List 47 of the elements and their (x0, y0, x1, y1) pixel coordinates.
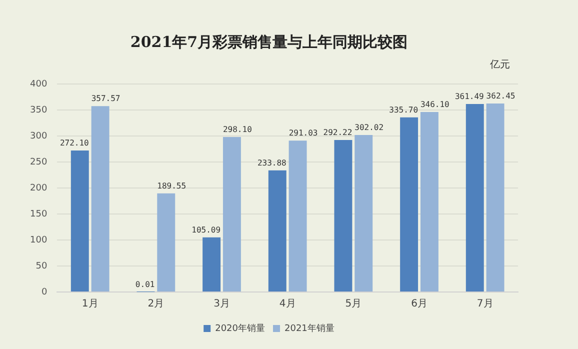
legend-label: 2021年销量 (284, 322, 334, 334)
bar (354, 134, 373, 292)
data-label: 357.57 (91, 94, 120, 104)
bar (157, 193, 176, 292)
bar (334, 140, 352, 292)
data-label: 362.45 (486, 92, 516, 101)
data-label: 105.09 (192, 225, 221, 234)
data-label: 346.10 (420, 100, 450, 110)
x-tick-label: 5月 (345, 298, 362, 310)
data-label: 233.88 (257, 158, 287, 168)
x-tick-label: 1月 (82, 298, 98, 310)
y-tick-label: 50 (36, 261, 48, 272)
x-tick-label: 7月 (476, 298, 494, 310)
bar (400, 117, 418, 292)
bar (420, 112, 438, 292)
bar (70, 150, 89, 292)
y-tick-label: 0 (41, 287, 48, 298)
legend-label: 2020年销量 (215, 322, 265, 334)
bar (202, 237, 221, 292)
x-tick-label: 2月 (148, 298, 164, 310)
data-label: 335.70 (389, 106, 418, 115)
bar (288, 140, 307, 292)
y-tick-label: 150 (30, 209, 48, 220)
data-label: 189.55 (157, 182, 186, 191)
data-label: 272.10 (60, 138, 90, 148)
y-tick-label: 100 (30, 235, 48, 246)
data-label: 291.03 (288, 128, 318, 138)
x-tick-label: 6月 (411, 298, 428, 310)
y-tick-label: 350 (30, 105, 48, 116)
bar (222, 136, 241, 292)
y-tick-label: 300 (30, 131, 48, 142)
data-label: 292.22 (323, 128, 352, 138)
x-tick-label: 3月 (214, 298, 230, 310)
y-tick-label: 250 (30, 157, 48, 168)
text: 亿元 (489, 60, 510, 71)
bar (268, 170, 286, 292)
bar (466, 104, 484, 292)
chart-title: 2021年7月彩票销售量与上年同期比较图 (130, 32, 408, 51)
data-label: 0.01 (135, 280, 155, 290)
data-label: 302.02 (354, 123, 384, 132)
x-tick-label: 4月 (279, 298, 296, 310)
data-label: 298.10 (222, 125, 252, 134)
bar (486, 104, 504, 292)
data-label: 361.49 (454, 92, 484, 102)
bar (91, 106, 110, 292)
y-tick-label: 400 (30, 79, 48, 90)
y-tick-label: 200 (30, 183, 48, 194)
